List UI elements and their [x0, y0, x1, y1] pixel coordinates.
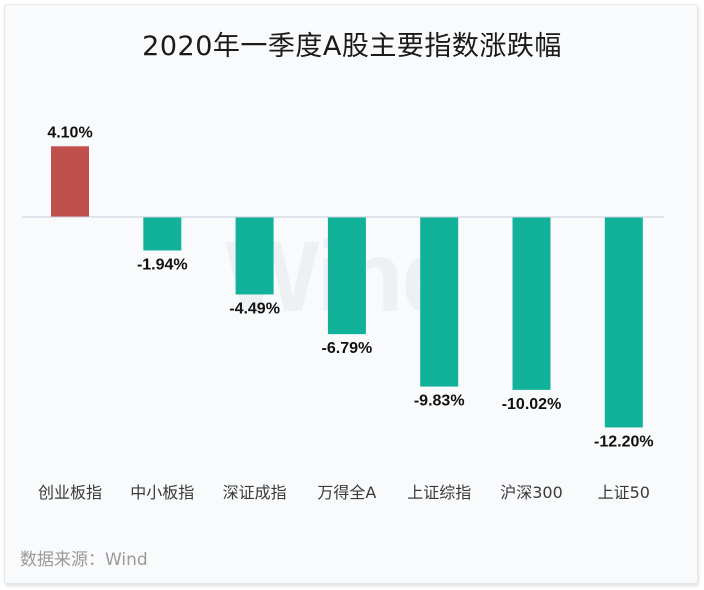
value-label-1: 4.10%: [47, 124, 92, 141]
bar-4: [327, 217, 366, 335]
bar-2: [143, 217, 182, 251]
value-label-6: -10.02%: [502, 396, 562, 413]
value-label-5: -9.83%: [414, 393, 465, 410]
category-label-4: 万得全A: [317, 483, 376, 502]
value-label-4: -6.79%: [322, 340, 373, 357]
category-label-7: 上证50: [598, 483, 650, 502]
category-label-1: 创业板指: [38, 483, 102, 502]
value-label-3: -4.49%: [229, 300, 280, 317]
category-labels-group: 创业板指 中小板指 深证成指 万得全A 上证综指 沪深300 上证50: [38, 483, 650, 502]
bar-5: [420, 217, 459, 387]
value-labels-group: 4.10% -1.94% -4.49% -6.79% -9.83% -10.02% -12.…: [47, 124, 653, 450]
category-label-6: 沪深300: [500, 483, 563, 502]
bar-6: [512, 217, 551, 390]
bar-1: [51, 146, 89, 217]
data-source-note: 数据来源：Wind: [20, 550, 148, 570]
value-label-7: -12.20%: [594, 433, 654, 450]
category-label-5: 上证综指: [407, 483, 471, 502]
chart-title: 2020年一季度A股主要指数涨跌幅: [142, 31, 562, 62]
category-label-3: 深证成指: [223, 483, 287, 502]
value-label-2: -1.94%: [137, 256, 188, 273]
category-label-2: 中小板指: [130, 483, 194, 502]
bar-3: [235, 217, 274, 295]
bar-7: [604, 217, 643, 428]
bars-group: [51, 146, 643, 428]
